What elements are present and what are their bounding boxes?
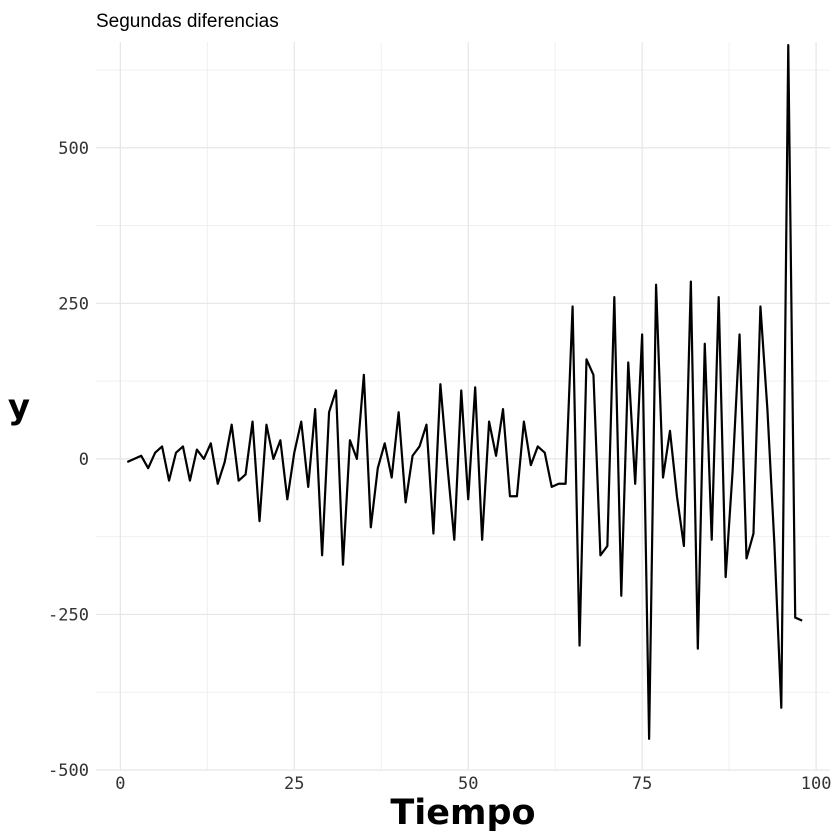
- ticks: -500 -250 0 250 500 0 25 50 75 100: [48, 139, 831, 794]
- series: [126, 44, 803, 740]
- x-tick-label: 50: [458, 774, 478, 794]
- grid: [96, 42, 830, 771]
- y-tick-label: -250: [48, 605, 89, 625]
- x-tick-label: 75: [632, 774, 652, 794]
- series-line: [126, 44, 803, 740]
- x-axis-label: Tiempo: [390, 793, 535, 833]
- chart-title: Segundas diferencias: [96, 11, 279, 32]
- y-tick-label: 500: [58, 139, 89, 159]
- y-tick-label: -500: [48, 761, 89, 781]
- y-tick-label: 0: [79, 450, 89, 470]
- x-tick-label: 0: [115, 774, 125, 794]
- x-tick-label: 25: [284, 774, 304, 794]
- y-axis-label: y: [8, 387, 30, 427]
- x-tick-label: 100: [801, 774, 832, 794]
- y-tick-label: 250: [58, 294, 89, 314]
